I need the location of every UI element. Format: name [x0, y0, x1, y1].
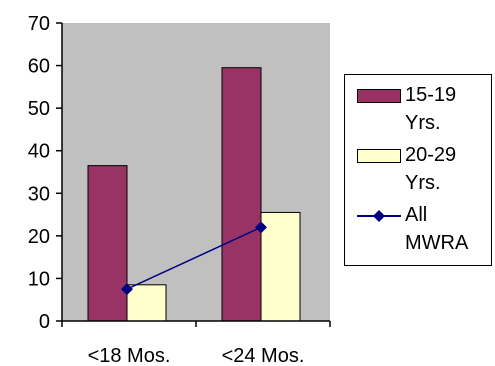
y-tick-label: 60	[28, 56, 50, 78]
y-tick-label: 40	[28, 141, 50, 163]
bar-15-19-yrs.-1	[221, 67, 262, 322]
legend-swatch-20-29	[357, 149, 401, 163]
x-tick-label: <24 Mos.	[222, 345, 305, 366]
line-point-all-mwra-1	[255, 221, 267, 234]
y-tick-label: 50	[28, 98, 50, 120]
bar-15-19-yrs.-0	[87, 165, 128, 322]
legend-label-all-mwra-line2: MWRA	[405, 232, 469, 254]
line-series-group	[121, 221, 267, 296]
bar-20-29-yrs.-0	[126, 284, 167, 322]
y-tick-label: 0	[39, 311, 50, 333]
legend-swatch-15-19	[357, 89, 401, 103]
legend-line-marker-icon	[357, 210, 401, 222]
bars-group	[87, 67, 301, 322]
legend-label-15-19-line1: 15-19	[405, 84, 457, 106]
legend-label-20-29-line2: Yrs.	[405, 172, 441, 194]
legend-label-all-mwra-line1: All	[405, 204, 428, 226]
bar-20-29-yrs.-1	[260, 211, 301, 322]
legend-label-15-19-line2: Yrs.	[405, 112, 441, 134]
x-ticks-group: <18 Mos. <24 Mos.	[61, 321, 331, 366]
line-point-all-mwra-0	[121, 283, 133, 296]
legend: 15-19 Yrs. 20-29 Yrs. All MWRA	[344, 74, 492, 266]
y-tick-label: 30	[28, 183, 50, 205]
y-tick-label: 10	[28, 268, 50, 290]
y-tick-label: 70	[28, 13, 50, 35]
y-tick-label: 20	[28, 226, 50, 248]
y-ticks-group: 0 10 20 30 40 50 60 70	[28, 13, 62, 333]
line-all-mwra	[126, 226, 262, 290]
legend-label-20-29-line1: 20-29	[405, 144, 457, 166]
x-tick-label: <18 Mos.	[88, 345, 171, 366]
